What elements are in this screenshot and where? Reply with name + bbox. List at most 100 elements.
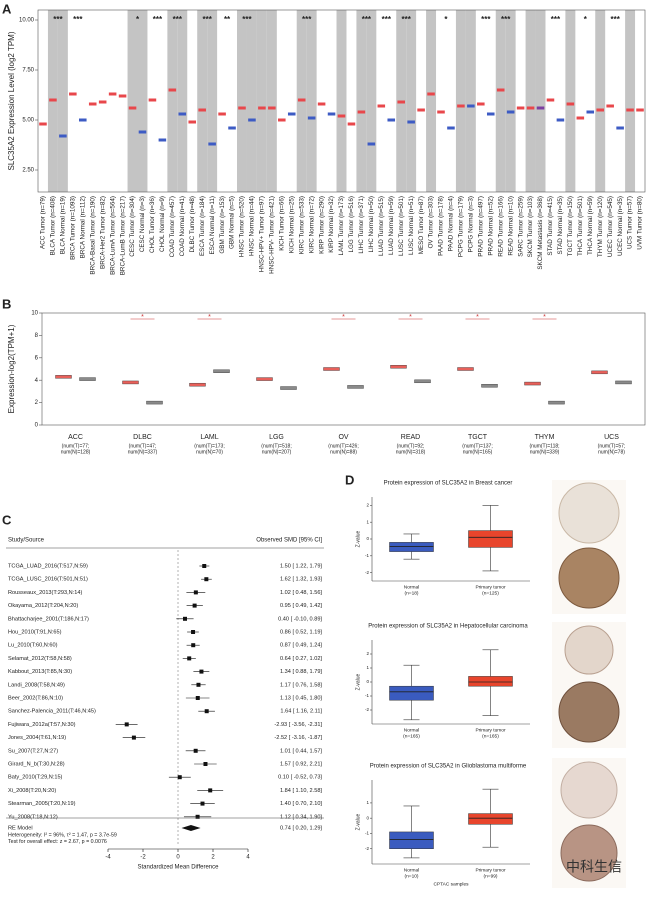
x-tick-label: UVM Tumor (n=80): [637, 196, 644, 250]
y-tick-label: 10.00: [19, 18, 35, 24]
median-mark: [467, 104, 475, 108]
effect-square: [204, 577, 209, 582]
x-tick-label: (n=18): [405, 590, 419, 596]
x-tick-label: Primary tumor: [475, 584, 506, 590]
band-shade: [595, 10, 606, 192]
band-shade: [356, 10, 367, 192]
median-box: [615, 380, 632, 385]
ci-label: -2.93 [ -3.56, -2.31]: [274, 722, 322, 728]
summary-label: RE Model: [8, 825, 33, 831]
x-sublabel: num(N)=128): [61, 449, 91, 455]
y-axis-label: Z-value: [355, 673, 361, 690]
median-mark: [347, 122, 356, 126]
x-tick-label: UCEC Tumor (n=545): [607, 196, 614, 257]
x-tick-label: BLCA Tumor (n=408): [50, 196, 57, 255]
x-tick-label: COAD Tumor (n=457): [169, 196, 176, 257]
y-tick-label: -1: [365, 831, 369, 836]
band-shade: [565, 10, 576, 192]
y-tick-label: 0: [366, 815, 369, 820]
significance: *: [584, 15, 588, 24]
x-tick-label: LUSC Tumor (n=501): [398, 196, 405, 256]
median-box: [189, 382, 206, 387]
x-sublabel: (num(T)=47;: [129, 443, 157, 449]
x-tick-label: DLBC Tumor (n=48): [189, 196, 196, 253]
x-sublabel: (num(T)=92;: [397, 443, 425, 449]
median-mark: [586, 110, 595, 114]
x-tick-label: OV: [338, 434, 348, 441]
box: [389, 542, 434, 552]
median-box: [457, 367, 474, 371]
x-tick-label: READ Normal (n=10): [507, 196, 514, 256]
study-label: Rousseaux_2013(T:293,N:14): [8, 590, 82, 596]
effect-square: [131, 735, 136, 740]
x-tick-label: 0: [176, 855, 180, 861]
effect-square: [195, 696, 200, 700]
box: [468, 530, 513, 548]
median-mark: [496, 88, 505, 92]
y-tick-label: -2: [365, 570, 369, 575]
x-tick-label: BRCA-Her2 Tumor (n=82): [99, 196, 106, 269]
band-shade: [256, 10, 267, 192]
header: Observed SMD [95% CI]: [256, 538, 322, 544]
median-box: [213, 369, 230, 373]
x-tick-label: UCS Tumor (n=57): [627, 196, 634, 249]
median-mark: [39, 122, 47, 126]
significance: ***: [402, 15, 412, 24]
y-tick-label: 1: [366, 800, 369, 805]
effect-square: [193, 590, 198, 595]
significance: *: [409, 314, 412, 321]
x-tick-label: 2: [211, 855, 215, 861]
significance: ***: [53, 15, 63, 24]
x-tick-label: TGCT: [468, 434, 488, 441]
y-tick-label: 5.00: [22, 118, 34, 124]
band-shade: [197, 10, 208, 192]
box: [389, 831, 434, 849]
x-sublabel: (num(T)=137;: [462, 443, 492, 449]
chart-title: Protein expression of SLC35A2 in Hepatoc…: [368, 624, 528, 630]
significance: ***: [481, 15, 491, 24]
ci-label: 1.02 [ 0.48, 1.56]: [280, 590, 322, 596]
significance: ***: [382, 15, 392, 24]
x-sublabel: (num(T)=118;: [529, 443, 559, 449]
panel-letter: D: [345, 472, 354, 487]
effect-square: [183, 616, 187, 621]
median-mark: [248, 118, 256, 122]
band-shade: [137, 10, 148, 192]
ci-label: -2.52 [ -3.16, -1.87]: [274, 735, 322, 741]
x-sublabel: num(N)=88): [330, 449, 357, 455]
median-mark: [278, 118, 286, 122]
study-label: Beer_2002(T:86,N:10): [8, 695, 63, 701]
x-tick-label: PAAD Tumor (n=178): [438, 196, 445, 256]
y-tick-label: 6: [35, 355, 39, 361]
tissue-image: [560, 824, 618, 882]
ci-label: 1.34 [ 0.88, 1.79]: [280, 669, 322, 675]
y-tick-label: 2: [366, 651, 369, 656]
y-tick-label: 0: [366, 536, 369, 541]
median-mark: [457, 104, 465, 108]
y-tick-label: 4: [35, 378, 39, 384]
median-mark: [407, 120, 415, 124]
x-tick-label: LAML Tumor (n=173): [338, 196, 345, 255]
tissue-image: [558, 482, 620, 544]
plot-frame: [37, 9, 646, 193]
median-mark: [327, 112, 336, 116]
significance: *: [444, 15, 448, 24]
median-mark: [626, 108, 634, 112]
y-tick-label: -1: [365, 553, 369, 558]
y-tick-label: 2.50: [22, 168, 34, 174]
x-tick-label: BLCA Normal (n=19): [60, 196, 67, 254]
median-box: [591, 370, 608, 375]
study-label: Su_2007(T:27,N:27): [8, 748, 58, 754]
median-box: [548, 400, 565, 405]
effect-square: [203, 762, 208, 766]
x-axis-label: Standardized Mean Difference: [138, 865, 220, 871]
y-tick-label: 2: [35, 400, 39, 406]
x-tick-label: ACC: [68, 434, 83, 441]
summary-diamond: [181, 825, 201, 831]
x-sublabel: (num(T)=57;: [598, 443, 626, 449]
significance: *: [141, 314, 144, 321]
significance: ***: [73, 15, 83, 24]
study-label: Sanchez-Palencia_2011(T:46,N:45): [8, 709, 96, 715]
median-mark: [218, 112, 226, 116]
